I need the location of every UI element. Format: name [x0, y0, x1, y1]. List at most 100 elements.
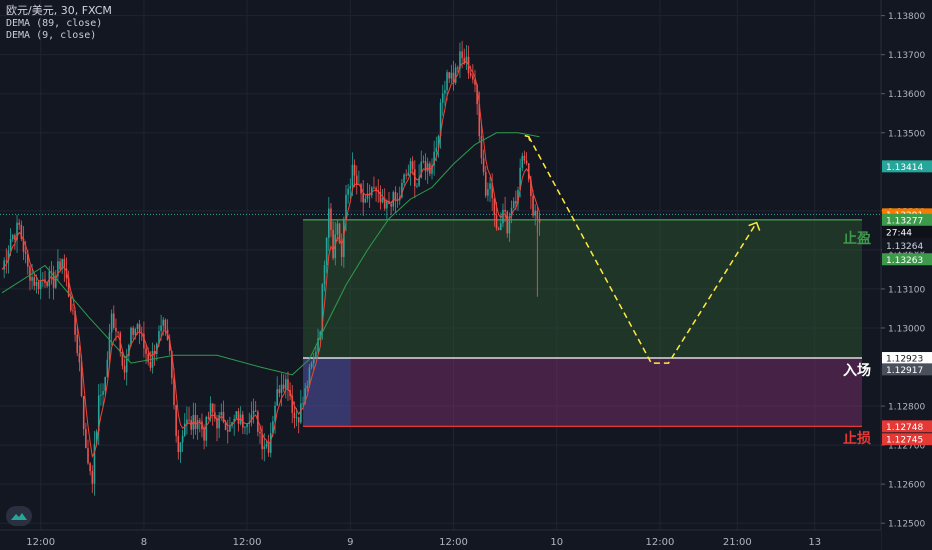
price-marker[interactable] [882, 213, 932, 226]
candle-body[interactable] [145, 348, 147, 354]
candle-body[interactable] [128, 344, 130, 357]
candle-body[interactable] [418, 177, 420, 186]
candle-body[interactable] [364, 198, 367, 203]
candle-body[interactable] [14, 235, 16, 240]
price-marker[interactable] [882, 225, 932, 238]
candle-body[interactable] [371, 187, 373, 196]
candle-body[interactable] [106, 359, 109, 377]
candle-body[interactable] [525, 160, 528, 164]
candle-body[interactable] [194, 414, 197, 430]
price-axis[interactable] [881, 0, 932, 550]
take-profit-zone[interactable] [303, 219, 862, 359]
dema-9-line[interactable] [1, 60, 540, 459]
candle-body[interactable] [450, 72, 453, 79]
candle-body[interactable] [24, 251, 27, 254]
price-marker[interactable] [882, 239, 932, 252]
candle-body[interactable] [33, 277, 36, 286]
price-marker[interactable] [882, 363, 932, 376]
candle-body[interactable] [332, 229, 334, 259]
candle-body[interactable] [411, 161, 414, 170]
candle-body[interactable] [431, 165, 433, 174]
candle-body[interactable] [287, 379, 289, 390]
candle-body[interactable] [512, 201, 515, 208]
candle-body[interactable] [244, 427, 246, 429]
candle-body[interactable] [115, 327, 117, 332]
candle-body[interactable] [20, 224, 23, 239]
candle-body[interactable] [211, 403, 214, 413]
price-marker[interactable] [882, 160, 932, 173]
candle-body[interactable] [18, 222, 20, 225]
candle-body[interactable] [381, 198, 384, 203]
candle-body[interactable] [35, 282, 38, 286]
candle-body[interactable] [383, 198, 386, 209]
candle-body[interactable] [214, 412, 216, 419]
candle-body[interactable] [138, 324, 141, 333]
candle-body[interactable] [291, 396, 294, 413]
candle-body[interactable] [164, 319, 167, 330]
candle-body[interactable] [444, 90, 446, 94]
candle-body[interactable] [74, 310, 76, 335]
candle-body[interactable] [89, 463, 91, 472]
candle-body[interactable] [173, 378, 175, 406]
candle-body[interactable] [46, 282, 48, 287]
candle-body[interactable] [306, 385, 309, 389]
candle-body[interactable] [207, 416, 210, 419]
candle-body[interactable] [149, 362, 152, 368]
candle-body[interactable] [179, 442, 182, 453]
candle-body[interactable] [355, 175, 358, 185]
candle-body[interactable] [463, 58, 466, 64]
candle-body[interactable] [495, 215, 498, 229]
candle-body[interactable] [276, 389, 278, 406]
candle-body[interactable] [42, 279, 44, 281]
candle-body[interactable] [435, 147, 438, 152]
candle-body[interactable] [515, 201, 517, 204]
candle-body[interactable] [433, 151, 435, 166]
candle-body[interactable] [171, 350, 173, 379]
candle-body[interactable] [407, 172, 410, 176]
candle-body[interactable] [39, 280, 42, 290]
candle-body[interactable] [11, 235, 14, 240]
candle-body[interactable] [27, 253, 29, 267]
candle-body[interactable] [235, 411, 238, 419]
candle-body[interactable] [72, 310, 74, 312]
candle-body[interactable] [480, 136, 483, 159]
candle-body[interactable] [401, 183, 403, 198]
candle-body[interactable] [70, 296, 72, 311]
dema-89-line[interactable] [1, 132, 540, 376]
candle-body[interactable] [379, 191, 382, 203]
candle-body[interactable] [300, 403, 302, 423]
candle-body[interactable] [216, 418, 218, 429]
candle-body[interactable] [250, 414, 253, 423]
candle-body[interactable] [517, 190, 519, 204]
time-axis[interactable] [0, 530, 881, 550]
candle-body[interactable] [510, 207, 513, 217]
candle-body[interactable] [474, 79, 476, 85]
candle-body[interactable] [3, 260, 5, 270]
candle-body[interactable] [424, 161, 427, 172]
candle-body[interactable] [265, 444, 268, 447]
candle-body[interactable] [252, 410, 255, 415]
candle-body[interactable] [315, 351, 317, 357]
candle-body[interactable] [267, 444, 270, 453]
candle-body[interactable] [87, 448, 89, 464]
candle-body[interactable] [205, 416, 208, 441]
candle-body[interactable] [394, 192, 397, 201]
candle-body[interactable] [502, 209, 504, 224]
candle-body[interactable] [386, 201, 388, 209]
candle-body[interactable] [261, 433, 263, 450]
candle-body[interactable] [82, 396, 85, 430]
candle-body[interactable] [500, 223, 502, 231]
candle-body[interactable] [226, 430, 229, 432]
candle-body[interactable] [175, 405, 177, 436]
candle-body[interactable] [484, 172, 487, 196]
candle-body[interactable] [282, 384, 285, 389]
candle-body[interactable] [78, 353, 81, 363]
candle-body[interactable] [437, 135, 440, 148]
candle-body[interactable] [489, 183, 491, 190]
candle-body[interactable] [390, 204, 392, 207]
candle-body[interactable] [506, 211, 509, 234]
candle-body[interactable] [158, 331, 160, 344]
candle-body[interactable] [422, 161, 425, 162]
price-marker[interactable] [882, 253, 932, 266]
